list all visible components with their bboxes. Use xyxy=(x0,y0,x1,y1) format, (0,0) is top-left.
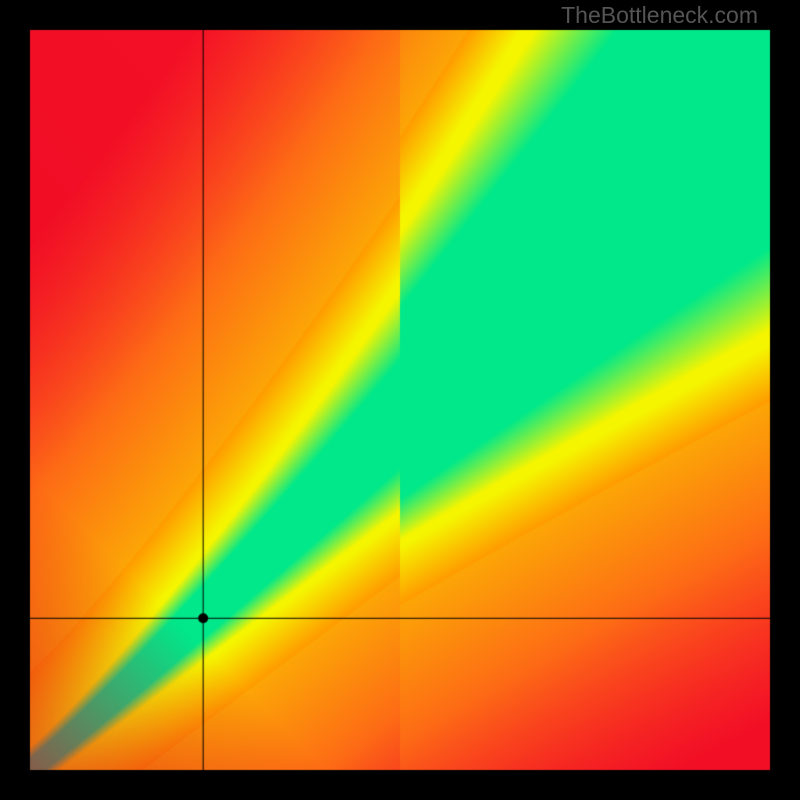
bottleneck-heatmap xyxy=(0,0,800,800)
watermark-text: TheBottleneck.com xyxy=(561,2,758,29)
chart-container: TheBottleneck.com xyxy=(0,0,800,800)
